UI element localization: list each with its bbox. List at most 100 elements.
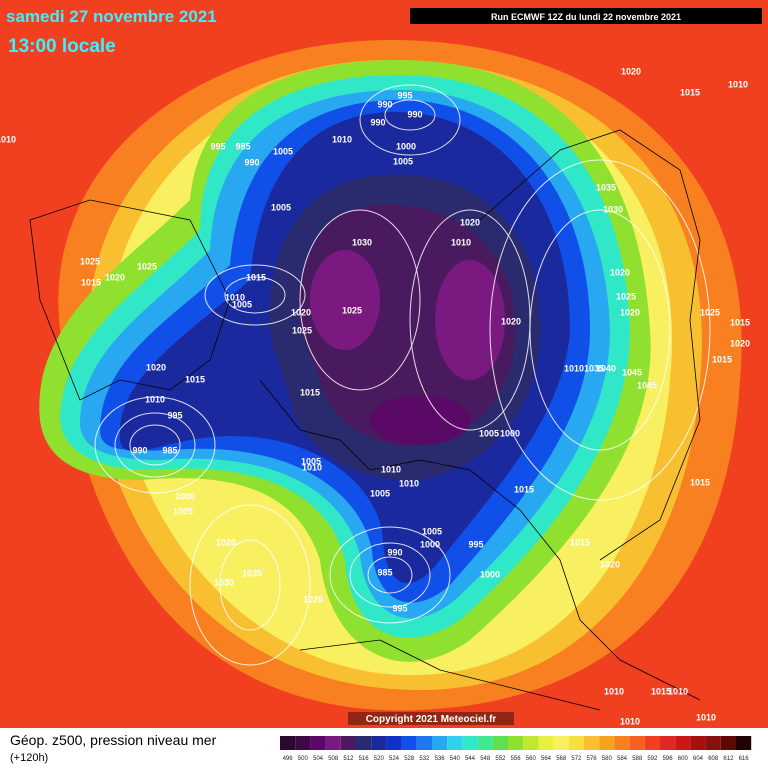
isobar-label: 1010 [381, 464, 401, 474]
isobar-label: 1010 [728, 79, 748, 89]
colorbar-label: 560 [526, 756, 537, 762]
colorbar-cell [629, 736, 645, 750]
coastlines [29, 129, 701, 711]
subtitle: 13:00 locale [8, 36, 116, 57]
colorbar-label: 616 [739, 756, 750, 762]
isobars [94, 84, 711, 666]
isobar-label: 1005 [301, 456, 321, 466]
colorbar-cell [492, 736, 508, 750]
isobar-label: 1005 [370, 488, 390, 498]
isobar-label: 1015 [730, 317, 750, 327]
isobar-label: 995 [167, 410, 182, 420]
colorbar-cell [538, 736, 554, 750]
isobar-label: 1010 [145, 394, 165, 404]
isobar-label: 1000 [175, 491, 195, 501]
isobar-label: 1025 [616, 291, 636, 301]
colorbar-label: 600 [678, 756, 689, 762]
colorbar-label: 580 [602, 756, 613, 762]
isobar-label: 1025 [80, 256, 100, 266]
colorbar-label: 568 [556, 756, 567, 762]
isobar-label: 1020 [216, 537, 236, 547]
isobar-label: 990 [377, 99, 392, 109]
colorbar-cell [584, 736, 600, 750]
isobar-label: 1015 [514, 484, 534, 494]
colorbar-label: 612 [723, 756, 734, 762]
isobar-label: 1040 [596, 363, 616, 373]
isobar-label: 1030 [214, 577, 234, 587]
isobar-label: 1025 [137, 261, 157, 271]
isobar-label: 1005 [273, 146, 293, 156]
isobar-label: 990 [407, 109, 422, 119]
isobar-label: 1010 [399, 478, 419, 488]
isobar-label: 1020 [460, 217, 480, 227]
isobar-label: 985 [162, 445, 177, 455]
colorbar-cell [644, 736, 660, 750]
isobar-label: 1010 [696, 712, 716, 722]
colorbar-label: 584 [617, 756, 628, 762]
isobar-label: 995 [397, 90, 412, 100]
colorbar-cell [371, 736, 387, 750]
isobar-label: 1005 [393, 156, 413, 166]
isobar-label: 1015 [690, 477, 710, 487]
colorbar-label: 564 [541, 756, 552, 762]
isobar-label: 1000 [396, 141, 416, 151]
isobar-label: 1020 [600, 559, 620, 569]
colorbar-cell [553, 736, 569, 750]
isobar-label: 1010 [225, 292, 245, 302]
isobar-label: 1020 [105, 272, 125, 282]
run-info: Run ECMWF 12Z du lundi 22 novembre 2021 [491, 12, 681, 22]
colorbar-cell [447, 736, 463, 750]
colorbar-label: 504 [313, 756, 324, 762]
colorbar-cell [356, 736, 372, 750]
isobar-label: 1020 [291, 307, 311, 317]
isobar-label: 1005 [232, 299, 252, 309]
colorbar-label: 496 [283, 756, 294, 762]
isobar-label: 1025 [292, 325, 312, 335]
isobar-label: 1035 [596, 182, 616, 192]
height-field [39, 40, 742, 711]
isobar-label: 1020 [146, 362, 166, 372]
isobar-label: 990 [132, 445, 147, 455]
colorbar-cell [705, 736, 721, 750]
caption-sub: (+120h) [10, 752, 48, 764]
isobar-label: 1005 [479, 428, 499, 438]
colorbar-label: 576 [587, 756, 598, 762]
isobar-label: 990 [387, 547, 402, 557]
isobar-label: 990 [244, 157, 259, 167]
colorbar-cell [599, 736, 615, 750]
isobar-label: 1015 [81, 277, 101, 287]
isobar-label: 995 [210, 141, 225, 151]
colorbar-cell [416, 736, 432, 750]
title: samedi 27 novembre 2021 [6, 7, 217, 26]
colorbar-label: 572 [571, 756, 582, 762]
colorbar-cell [325, 736, 341, 750]
colorbar-label: 536 [435, 756, 446, 762]
isobar-label: 1020 [621, 66, 641, 76]
isobar-label: 995 [392, 603, 407, 613]
isobar-label: 985 [377, 567, 392, 577]
isobar-label: 1015 [246, 272, 266, 282]
colorbar-cell [614, 736, 630, 750]
colorbar-cell [432, 736, 448, 750]
isobar-label: 1010 [604, 686, 624, 696]
isobar-label: 1010 [332, 134, 352, 144]
isobar-label: 1015 [712, 354, 732, 364]
colorbar-label: 608 [708, 756, 719, 762]
isobar-label: 1015 [680, 87, 700, 97]
isobar-label: 1025 [700, 307, 720, 317]
isobar-label: 990 [370, 117, 385, 127]
isobar-label: 1010 [451, 237, 471, 247]
colorbar-label: 544 [465, 756, 476, 762]
colorbar-label: 532 [419, 756, 430, 762]
isobar-label: 1025 [342, 305, 362, 315]
colorbar-label: 556 [511, 756, 522, 762]
colorbar-cell [462, 736, 478, 750]
colorbar-label: 528 [404, 756, 415, 762]
colorbar-cell [280, 736, 296, 750]
isobar-label: 1005 [271, 202, 291, 212]
colorbar-cell [401, 736, 417, 750]
colorbar-cell [340, 736, 356, 750]
